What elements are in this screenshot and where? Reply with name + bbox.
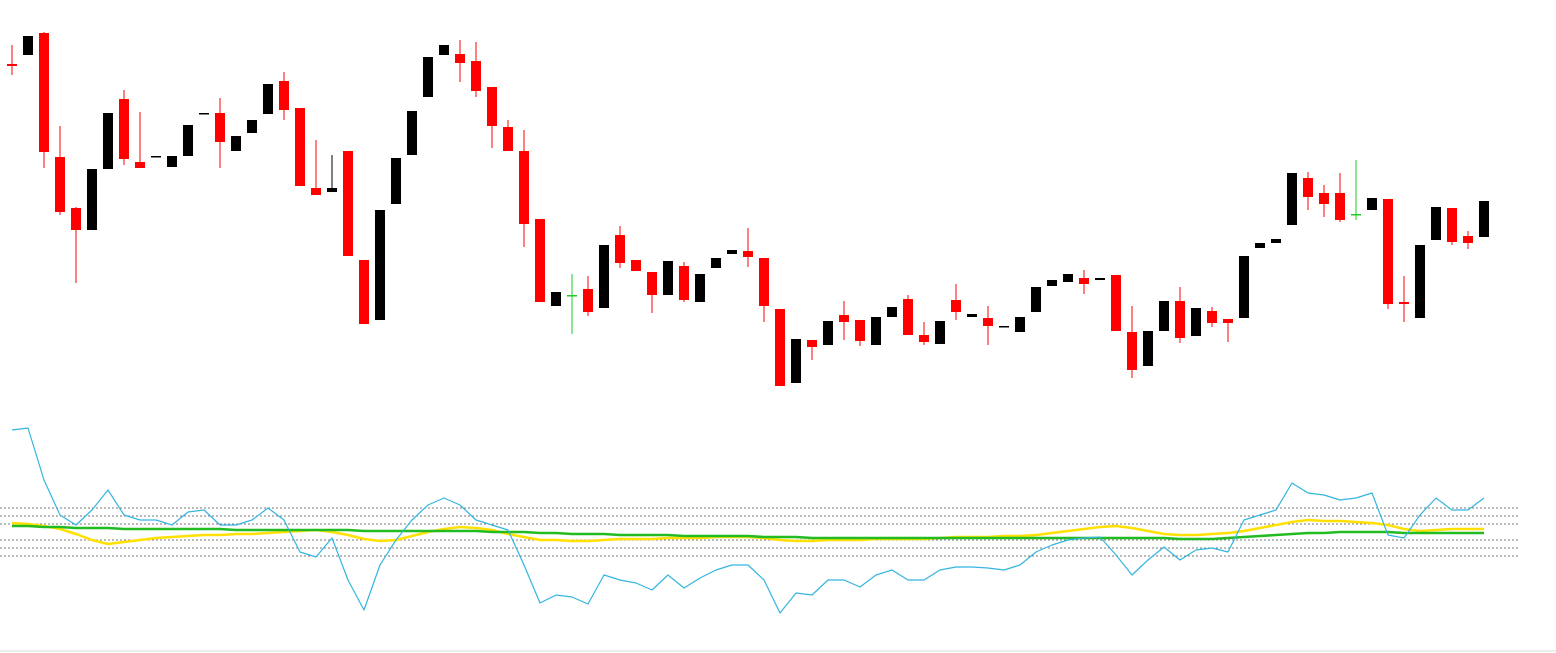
candle-body [1015, 317, 1025, 332]
candle-body [279, 81, 289, 110]
candle-body [599, 245, 609, 308]
candle-body [183, 125, 193, 156]
candle-body [1399, 302, 1409, 304]
candle-body [535, 219, 545, 302]
candle-body [1287, 173, 1297, 225]
candle-body [631, 260, 641, 271]
candle-body [503, 127, 513, 151]
candle-body [439, 45, 449, 55]
candle-body [135, 162, 145, 168]
candle-body [487, 87, 497, 126]
candle-body [1031, 287, 1041, 312]
candle-body [887, 307, 897, 317]
candle-body [839, 315, 849, 322]
candle-body [1111, 275, 1121, 331]
candle-body [967, 314, 977, 317]
candle-body [1383, 199, 1393, 304]
candle-body [679, 266, 689, 300]
candle-body [231, 136, 241, 151]
candle-body [39, 33, 49, 152]
candle-body [1335, 193, 1345, 220]
candle-body [471, 61, 481, 91]
candle-body [1239, 256, 1249, 318]
candle-body [711, 258, 721, 268]
indicator-line [11, 427, 1485, 614]
candle-body [215, 113, 225, 142]
candle-body [855, 320, 865, 341]
candle-body [551, 292, 561, 306]
candle-body [935, 321, 945, 344]
candle-body [1223, 319, 1233, 323]
candle-body [807, 340, 817, 347]
candle-body [1255, 243, 1265, 248]
candle-body [727, 250, 737, 254]
candle-body [1191, 308, 1201, 336]
indicator-line [12, 524, 1484, 541]
candle-body [567, 295, 577, 297]
candle-body [151, 156, 161, 158]
candle-body [103, 113, 113, 169]
candle-body [1063, 274, 1073, 282]
candle-body [71, 208, 81, 230]
candle-body [247, 120, 257, 133]
candle-body [1271, 239, 1281, 243]
candle-body [1143, 331, 1153, 366]
candle-body [407, 111, 417, 155]
candle-body [871, 317, 881, 345]
candle-body [1319, 193, 1329, 204]
candle-body [327, 188, 337, 192]
candle-body [1367, 198, 1377, 210]
candle-body [311, 188, 321, 195]
candle-body [759, 258, 769, 306]
candle-body [1431, 207, 1441, 240]
candle-body [455, 54, 465, 63]
candle-body [1079, 278, 1089, 284]
candle-body [23, 36, 33, 55]
candle-body [791, 339, 801, 383]
candle-body [343, 151, 353, 256]
candle-body [951, 300, 961, 312]
candle-body [743, 251, 753, 257]
candle-body [583, 289, 593, 312]
candle-body [1127, 332, 1137, 370]
candle-body [1351, 214, 1361, 216]
candle-body [55, 157, 65, 212]
candle-body [999, 326, 1009, 328]
candle-body [1303, 178, 1313, 197]
candle-body [375, 210, 385, 320]
candle-body [983, 318, 993, 326]
candle-body [199, 113, 209, 115]
candle-body [87, 169, 97, 230]
candle-body [423, 57, 433, 97]
candle-body [391, 158, 401, 204]
candle-body [1095, 278, 1105, 280]
candle-body [823, 321, 833, 345]
candle-body [695, 274, 705, 302]
candle-body [519, 151, 529, 224]
candle-body [775, 309, 785, 386]
candle-body [1479, 201, 1489, 237]
candle-body [1047, 280, 1057, 286]
candle-body [295, 108, 305, 186]
candle-body [167, 156, 177, 167]
candle-body [119, 99, 129, 159]
candle-body [919, 335, 929, 342]
candle-body [647, 272, 657, 295]
candle-body [1447, 208, 1457, 242]
candle-body [1207, 311, 1217, 323]
candle-body [903, 299, 913, 335]
candle-body [359, 260, 369, 324]
candle-body [1175, 301, 1185, 338]
candle-body [1415, 245, 1425, 318]
candle-body [263, 84, 273, 114]
candle-body [615, 235, 625, 263]
candle-body [1159, 301, 1169, 331]
candle-body [663, 261, 673, 295]
candle-body [7, 64, 17, 66]
candle-body [1463, 236, 1473, 243]
